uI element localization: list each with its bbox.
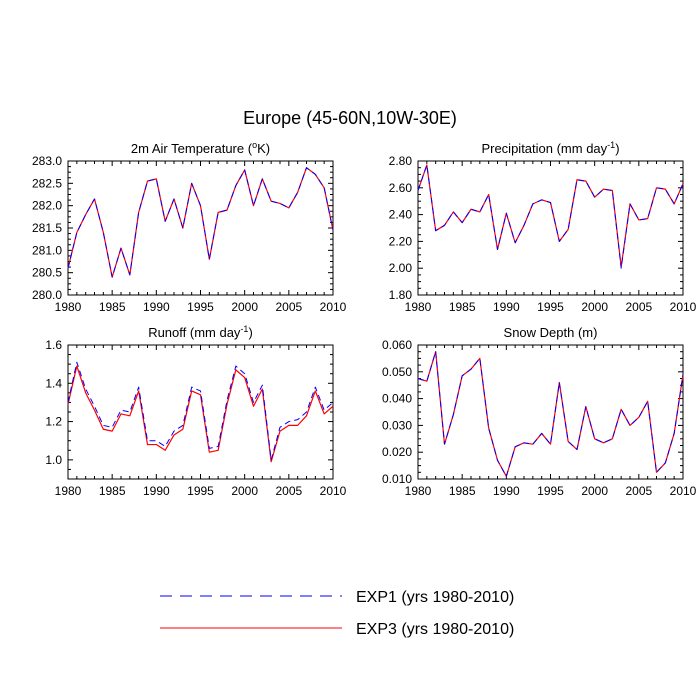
series-line-exp3 bbox=[67, 365, 334, 463]
x-tick-label: 2005 bbox=[275, 300, 302, 314]
x-tick-label: 2010 bbox=[670, 484, 697, 498]
y-tick-label: 0.040 bbox=[382, 392, 412, 406]
panel-title-suffix: K) bbox=[257, 141, 270, 156]
y-tick-label: 282.5 bbox=[32, 176, 62, 190]
x-tick-label: 1995 bbox=[537, 300, 564, 314]
x-tick-label: 1985 bbox=[449, 300, 476, 314]
plot-frame bbox=[417, 160, 684, 296]
legend: EXP1 (yrs 1980-2010) EXP3 (yrs 1980-2010… bbox=[160, 589, 514, 638]
panel-title-suffix: ) bbox=[248, 325, 252, 340]
series-line-exp3 bbox=[417, 351, 684, 477]
series-line-exp3 bbox=[67, 167, 334, 278]
plot-frame bbox=[417, 344, 684, 480]
x-tick-label: 2010 bbox=[670, 300, 697, 314]
legend-label-exp3: EXP3 (yrs 1980-2010) bbox=[356, 621, 514, 638]
x-tick-label: 1990 bbox=[143, 484, 170, 498]
x-tick-label: 1990 bbox=[493, 300, 520, 314]
x-tick-label: 2005 bbox=[625, 300, 652, 314]
x-tick-label: 1990 bbox=[143, 300, 170, 314]
y-tick-label: 281.0 bbox=[32, 243, 62, 257]
series-line-exp1 bbox=[67, 167, 334, 278]
y-tick-label: 0.010 bbox=[382, 472, 412, 486]
panel-title-suffix: ) bbox=[615, 141, 619, 156]
panel-precipitation: Precipitation (mm day-1) 1980 1985 1990 1995… bbox=[389, 140, 697, 314]
y-tick-label: 2.20 bbox=[389, 234, 413, 248]
panel-title: 2m Air Temperature (oK) bbox=[131, 140, 270, 156]
x-tick-label: 1980 bbox=[55, 484, 82, 498]
series-line-exp1 bbox=[417, 351, 684, 477]
legend-label-exp1: EXP1 (yrs 1980-2010) bbox=[356, 589, 514, 606]
x-tick-label: 1980 bbox=[405, 484, 432, 498]
y-tick-label: 0.050 bbox=[382, 365, 412, 379]
x-tick-label: 1995 bbox=[187, 484, 214, 498]
y-tick-label: 280.5 bbox=[32, 266, 62, 280]
panel-title: Runoff (mm day-1) bbox=[148, 324, 253, 340]
x-tick-label: 1980 bbox=[405, 300, 432, 314]
series-line-exp1 bbox=[67, 361, 334, 461]
x-tick-label: 2005 bbox=[625, 484, 652, 498]
y-tick-label: 2.00 bbox=[389, 261, 413, 275]
panel-title-text: Snow Depth (m) bbox=[504, 325, 598, 340]
plot-frame bbox=[67, 160, 334, 296]
x-tick-label: 2005 bbox=[275, 484, 302, 498]
series-line-exp1 bbox=[417, 164, 684, 269]
panel-title: Snow Depth (m) bbox=[504, 325, 598, 340]
panel-title: Precipitation (mm day-1) bbox=[481, 140, 619, 156]
y-tick-label: 283.0 bbox=[32, 154, 62, 168]
panel-title-text: Runoff (mm day bbox=[148, 325, 241, 340]
x-tick-label: 1985 bbox=[99, 484, 126, 498]
x-tick-label: 2010 bbox=[320, 484, 347, 498]
main-title: Europe (45-60N,10W-30E) bbox=[243, 108, 457, 128]
y-tick-label: 1.2 bbox=[45, 415, 62, 429]
x-tick-label: 2000 bbox=[581, 300, 608, 314]
plot-frame bbox=[67, 344, 334, 480]
panel-runoff: Runoff (mm day-1) 1980 1985 1990 1995 2000 200… bbox=[45, 324, 346, 498]
x-tick-label: 1995 bbox=[187, 300, 214, 314]
panel-snow-depth: Snow Depth (m) 1980 1985 1990 1995 2000 2005 20… bbox=[382, 325, 697, 498]
y-tick-label: 1.0 bbox=[45, 453, 62, 467]
x-tick-label: 2000 bbox=[581, 484, 608, 498]
panel-air-temperature: 2m Air Temperature (oK) 1980 1985 1990 1995 2… bbox=[32, 140, 347, 314]
y-tick-label: 2.80 bbox=[389, 154, 413, 168]
y-tick-label: 1.80 bbox=[389, 288, 413, 302]
y-tick-label: 1.6 bbox=[45, 338, 62, 352]
series-line-exp3 bbox=[417, 164, 684, 268]
y-tick-label: 0.060 bbox=[382, 338, 412, 352]
y-tick-label: 0.030 bbox=[382, 418, 412, 432]
x-tick-label: 1990 bbox=[493, 484, 520, 498]
y-tick-label: 281.5 bbox=[32, 221, 62, 235]
panel-title-superscript: -1 bbox=[240, 324, 248, 334]
y-tick-label: 2.60 bbox=[389, 181, 413, 195]
panel-title-text: Precipitation (mm day bbox=[481, 141, 607, 156]
y-tick-label: 2.40 bbox=[389, 208, 413, 222]
panel-title-superscript: -1 bbox=[607, 140, 615, 150]
x-tick-label: 1985 bbox=[449, 484, 476, 498]
x-tick-label: 1985 bbox=[99, 300, 126, 314]
panel-title-text: 2m Air Temperature ( bbox=[131, 141, 253, 156]
x-tick-label: 1995 bbox=[537, 484, 564, 498]
y-tick-label: 1.4 bbox=[45, 376, 62, 390]
x-tick-label: 2010 bbox=[320, 300, 347, 314]
y-tick-label: 0.020 bbox=[382, 445, 412, 459]
y-tick-label: 280.0 bbox=[32, 288, 62, 302]
x-tick-label: 2000 bbox=[231, 300, 258, 314]
x-tick-label: 2000 bbox=[231, 484, 258, 498]
x-tick-label: 1980 bbox=[55, 300, 82, 314]
y-tick-label: 282.0 bbox=[32, 199, 62, 213]
panel-title-superscript: o bbox=[252, 140, 257, 150]
